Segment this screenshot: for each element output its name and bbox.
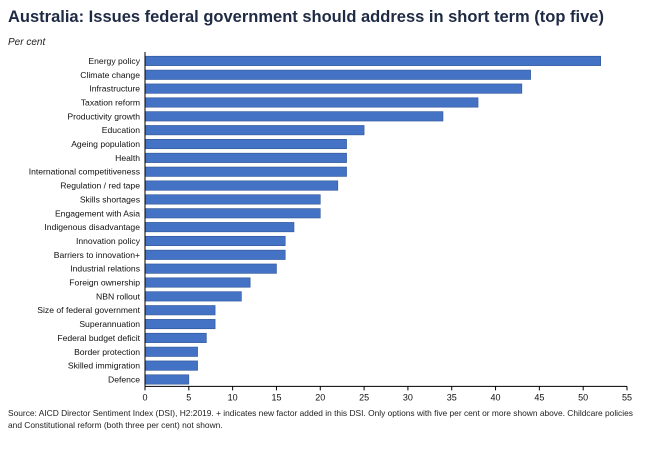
category-label: Skilled immigration <box>68 361 140 371</box>
category-label: Indigenous disadvantage <box>44 222 140 232</box>
category-label: Border protection <box>74 347 140 357</box>
axis-unit-label: Per cent <box>8 37 46 48</box>
x-tick-label: 25 <box>359 392 369 402</box>
x-tick-label: 20 <box>315 392 325 402</box>
bar <box>144 55 602 66</box>
category-label: NBN rollout <box>96 291 141 301</box>
bar <box>144 235 286 246</box>
category-label: Climate change <box>80 70 140 80</box>
x-tick-label: 5 <box>186 392 191 402</box>
bar <box>144 69 531 80</box>
bar <box>144 180 339 191</box>
bar <box>144 194 321 205</box>
bar <box>144 374 190 385</box>
x-tick-label: 10 <box>228 392 238 402</box>
category-label: Industrial relations <box>70 264 140 274</box>
category-label: Engagement with Asia <box>55 208 140 218</box>
bar <box>144 111 444 122</box>
x-tick-label: 45 <box>534 392 544 402</box>
bar <box>144 222 295 233</box>
x-tick-label: 40 <box>491 392 501 402</box>
bar <box>144 305 216 316</box>
chart-title: Australia: Issues federal government sho… <box>8 8 604 26</box>
category-label: Taxation reform <box>81 97 140 107</box>
category-label: Infrastructure <box>89 84 140 94</box>
bar <box>144 360 198 371</box>
category-label: Productivity growth <box>67 111 140 121</box>
category-label: International competitiveness <box>29 167 140 177</box>
source-note: Source: AICD Director Sentiment Index (D… <box>8 408 633 430</box>
bar <box>144 277 251 288</box>
bar <box>144 319 216 330</box>
bar <box>144 166 347 177</box>
bar <box>144 332 207 343</box>
bar <box>144 346 198 357</box>
bar <box>144 263 277 274</box>
category-label: Health <box>115 153 140 163</box>
category-label: Size of federal government <box>37 305 140 315</box>
category-label: Superannuation <box>79 319 140 329</box>
category-label: Barriers to innovation+ <box>54 250 140 260</box>
bar <box>144 208 321 219</box>
category-label: Defence <box>108 374 140 384</box>
x-tick-label: 55 <box>622 392 632 402</box>
x-tick-label: 0 <box>142 392 147 402</box>
x-tick-label: 50 <box>578 392 588 402</box>
bar <box>144 125 365 136</box>
bar <box>144 97 479 108</box>
bar <box>144 83 523 94</box>
x-tick-label: 35 <box>447 392 457 402</box>
category-label: Education <box>102 125 140 135</box>
category-label: Foreign ownership <box>69 278 140 288</box>
category-label: Federal budget deficit <box>57 333 140 343</box>
category-label: Skills shortages <box>80 194 140 204</box>
category-label: Energy policy <box>88 56 140 66</box>
bar <box>144 152 347 163</box>
bar <box>144 291 242 302</box>
category-label: Innovation policy <box>76 236 141 246</box>
category-label: Regulation / red tape <box>60 181 140 191</box>
category-label: Ageing population <box>71 139 140 149</box>
x-tick-label: 30 <box>403 392 413 402</box>
bar <box>144 139 347 150</box>
x-tick-label: 15 <box>271 392 281 402</box>
bar <box>144 249 286 260</box>
